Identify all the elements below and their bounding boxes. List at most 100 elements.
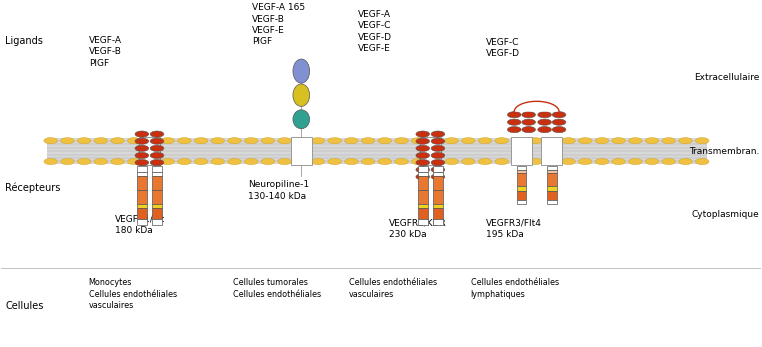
Polygon shape	[514, 101, 559, 112]
Circle shape	[416, 167, 430, 173]
Circle shape	[161, 159, 174, 165]
Circle shape	[629, 138, 642, 144]
Circle shape	[144, 138, 158, 144]
Circle shape	[578, 138, 592, 144]
Circle shape	[135, 131, 149, 137]
Circle shape	[612, 159, 626, 165]
Bar	[517, 174, 527, 186]
Text: VEGF-A 165
VEGF-B
VEGF-E
PlGF: VEGF-A 165 VEGF-B VEGF-E PlGF	[252, 3, 305, 46]
Circle shape	[495, 159, 508, 165]
Bar	[433, 219, 443, 225]
Circle shape	[479, 159, 491, 165]
Circle shape	[462, 138, 475, 144]
Circle shape	[127, 159, 141, 165]
Circle shape	[479, 138, 491, 144]
Circle shape	[552, 127, 566, 133]
Circle shape	[538, 119, 552, 125]
Circle shape	[277, 138, 291, 144]
Text: Transmembran.: Transmembran.	[689, 147, 759, 155]
Circle shape	[511, 159, 525, 165]
Text: VEGF-A
VEGF-C
VEGF-D
VEGF-E: VEGF-A VEGF-C VEGF-D VEGF-E	[358, 10, 392, 53]
Circle shape	[211, 159, 225, 165]
Bar	[152, 190, 162, 204]
Circle shape	[428, 138, 442, 144]
Bar	[517, 166, 527, 170]
Circle shape	[495, 138, 508, 144]
Circle shape	[431, 167, 445, 173]
Circle shape	[77, 138, 91, 144]
Circle shape	[228, 138, 242, 144]
Bar	[517, 191, 527, 200]
Bar	[152, 209, 162, 219]
Bar	[137, 166, 147, 172]
Circle shape	[522, 127, 536, 133]
Circle shape	[416, 145, 430, 151]
Bar	[418, 172, 427, 176]
Bar	[137, 204, 147, 209]
Circle shape	[416, 138, 430, 144]
Circle shape	[552, 119, 566, 125]
Circle shape	[61, 159, 74, 165]
Circle shape	[361, 159, 375, 165]
Circle shape	[431, 145, 445, 151]
Circle shape	[110, 159, 124, 165]
Circle shape	[135, 145, 149, 151]
Circle shape	[178, 159, 191, 165]
Circle shape	[135, 138, 149, 144]
Circle shape	[44, 138, 58, 144]
Text: Extracellulaire: Extracellulaire	[693, 73, 759, 82]
Circle shape	[161, 138, 174, 144]
Circle shape	[545, 138, 559, 144]
Circle shape	[445, 138, 459, 144]
Circle shape	[595, 138, 609, 144]
Circle shape	[629, 159, 642, 165]
Bar	[541, 137, 562, 166]
Text: VEGF-A
VEGF-B
PlGF: VEGF-A VEGF-B PlGF	[88, 36, 122, 68]
Circle shape	[344, 138, 358, 144]
Circle shape	[538, 112, 552, 118]
Bar	[433, 172, 443, 176]
Bar	[517, 186, 527, 191]
Bar	[152, 172, 162, 176]
Text: VEGFR3/Flt4
195 kDa: VEGFR3/Flt4 195 kDa	[485, 218, 542, 239]
Circle shape	[245, 159, 258, 165]
Circle shape	[416, 174, 430, 180]
Text: VEGFR1/Flt
180 kDa: VEGFR1/Flt 180 kDa	[115, 215, 165, 235]
Bar	[547, 200, 557, 204]
Circle shape	[545, 159, 559, 165]
Circle shape	[562, 159, 575, 165]
Bar	[418, 190, 427, 204]
Bar	[47, 138, 707, 164]
Bar	[418, 219, 427, 225]
Bar	[418, 176, 427, 190]
Circle shape	[662, 159, 676, 165]
Bar	[290, 137, 312, 166]
Circle shape	[528, 138, 542, 144]
Circle shape	[311, 138, 325, 144]
Circle shape	[144, 159, 158, 165]
Bar	[433, 166, 443, 172]
Bar	[418, 166, 427, 172]
Circle shape	[431, 131, 445, 137]
Bar	[547, 191, 557, 200]
Circle shape	[416, 152, 430, 159]
Circle shape	[445, 159, 459, 165]
Bar	[517, 200, 527, 204]
Circle shape	[328, 159, 341, 165]
Circle shape	[645, 138, 659, 144]
Circle shape	[507, 127, 521, 133]
Text: Récepteurs: Récepteurs	[5, 182, 60, 193]
Circle shape	[135, 160, 149, 166]
Circle shape	[395, 159, 408, 165]
Text: Cellules endothéliales
lymphatiques: Cellules endothéliales lymphatiques	[471, 279, 559, 299]
Text: Neuropiline-1
130-140 kDa: Neuropiline-1 130-140 kDa	[248, 180, 309, 201]
Circle shape	[695, 159, 709, 165]
Circle shape	[127, 138, 141, 144]
Text: Monocytes
Cellules endothéliales
vasculaires: Monocytes Cellules endothéliales vascula…	[88, 279, 177, 310]
Circle shape	[311, 159, 325, 165]
Circle shape	[194, 159, 208, 165]
Bar	[433, 190, 443, 204]
Ellipse shape	[293, 59, 309, 83]
Text: VEGFR2/KDR
230 kDa: VEGFR2/KDR 230 kDa	[389, 218, 447, 239]
Text: Cellules: Cellules	[5, 301, 43, 311]
